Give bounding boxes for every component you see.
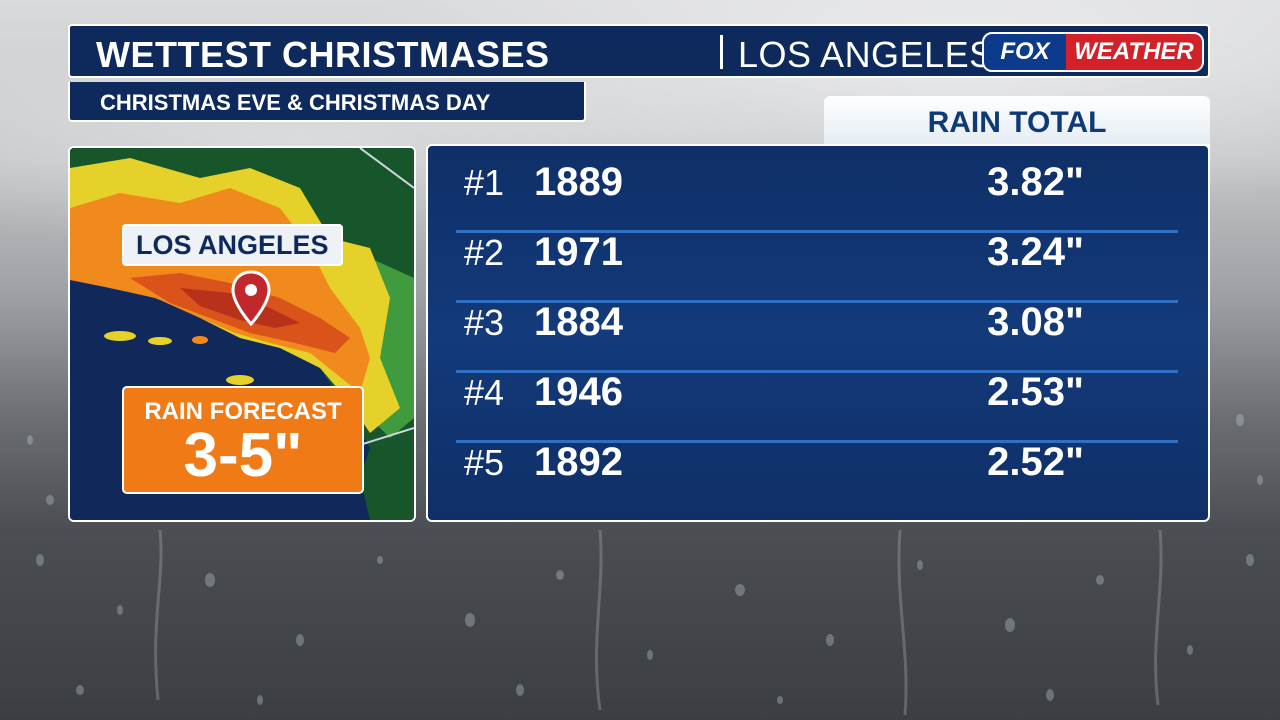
rain-total-header: RAIN TOTAL	[824, 96, 1210, 146]
table-row: #3 1884 3.08"	[428, 286, 1208, 356]
logo-weather-text: WEATHER	[1066, 34, 1202, 70]
subtitle-bar: CHRISTMAS EVE & CHRISTMAS DAY	[68, 82, 586, 122]
city-label: LOS ANGELES	[122, 224, 343, 266]
rankings-table: #1 1889 3.82" #2 1971 3.24" #3 1884 3.08…	[426, 144, 1210, 522]
row-divider	[456, 300, 1178, 303]
rain-forecast-box: RAIN FORECAST 3-5"	[122, 386, 364, 494]
row-rank: #5	[464, 442, 505, 483]
row-rank: #3	[464, 302, 505, 343]
row-rank: #1	[464, 162, 505, 203]
row-divider	[456, 370, 1178, 373]
map-panel: LOS ANGELES RAIN FORECAST 3-5"	[68, 146, 416, 522]
row-divider	[456, 440, 1178, 443]
rankings-table-body: #1 1889 3.82" #2 1971 3.24" #3 1884 3.08…	[428, 146, 1208, 520]
row-year: 1946	[534, 370, 623, 414]
rain-total-header-label: RAIN TOTAL	[927, 106, 1107, 139]
table-row: #1 1889 3.82"	[428, 146, 1208, 216]
table-row: #2 1971 3.24"	[428, 216, 1208, 286]
row-year: 1884	[534, 300, 623, 344]
table-row: #4 1946 2.53"	[428, 356, 1208, 426]
table-row: #5 1892 2.52"	[428, 426, 1208, 496]
row-year: 1889	[534, 160, 623, 204]
row-rank: #4	[464, 372, 505, 413]
row-rain-total: 3.08"	[987, 300, 1084, 344]
location-pin-icon	[231, 270, 271, 327]
title-divider	[720, 35, 723, 69]
logo-fox-text: FOX	[984, 34, 1066, 70]
location-title: LOS ANGELES	[738, 34, 994, 75]
page-title: WETTEST CHRISTMASES	[96, 34, 550, 75]
row-rain-total: 3.24"	[987, 230, 1084, 274]
row-rain-total: 2.53"	[987, 370, 1084, 414]
subtitle: CHRISTMAS EVE & CHRISTMAS DAY	[100, 90, 491, 115]
row-divider	[456, 230, 1178, 233]
row-year: 1892	[534, 440, 623, 484]
row-rain-total: 3.82"	[987, 160, 1084, 204]
row-rain-total: 2.52"	[987, 440, 1084, 484]
row-rank: #2	[464, 232, 505, 273]
row-year: 1971	[534, 230, 623, 274]
fox-weather-logo: FOX WEATHER	[982, 32, 1204, 72]
rain-forecast-label: RAIN FORECAST	[144, 398, 342, 425]
rain-forecast-value: 3-5"	[183, 421, 303, 490]
title-bar: WETTEST CHRISTMASES LOS ANGELES FOX WEAT…	[68, 24, 1210, 78]
rain-forecast-map: LOS ANGELES RAIN FORECAST 3-5"	[70, 148, 414, 520]
